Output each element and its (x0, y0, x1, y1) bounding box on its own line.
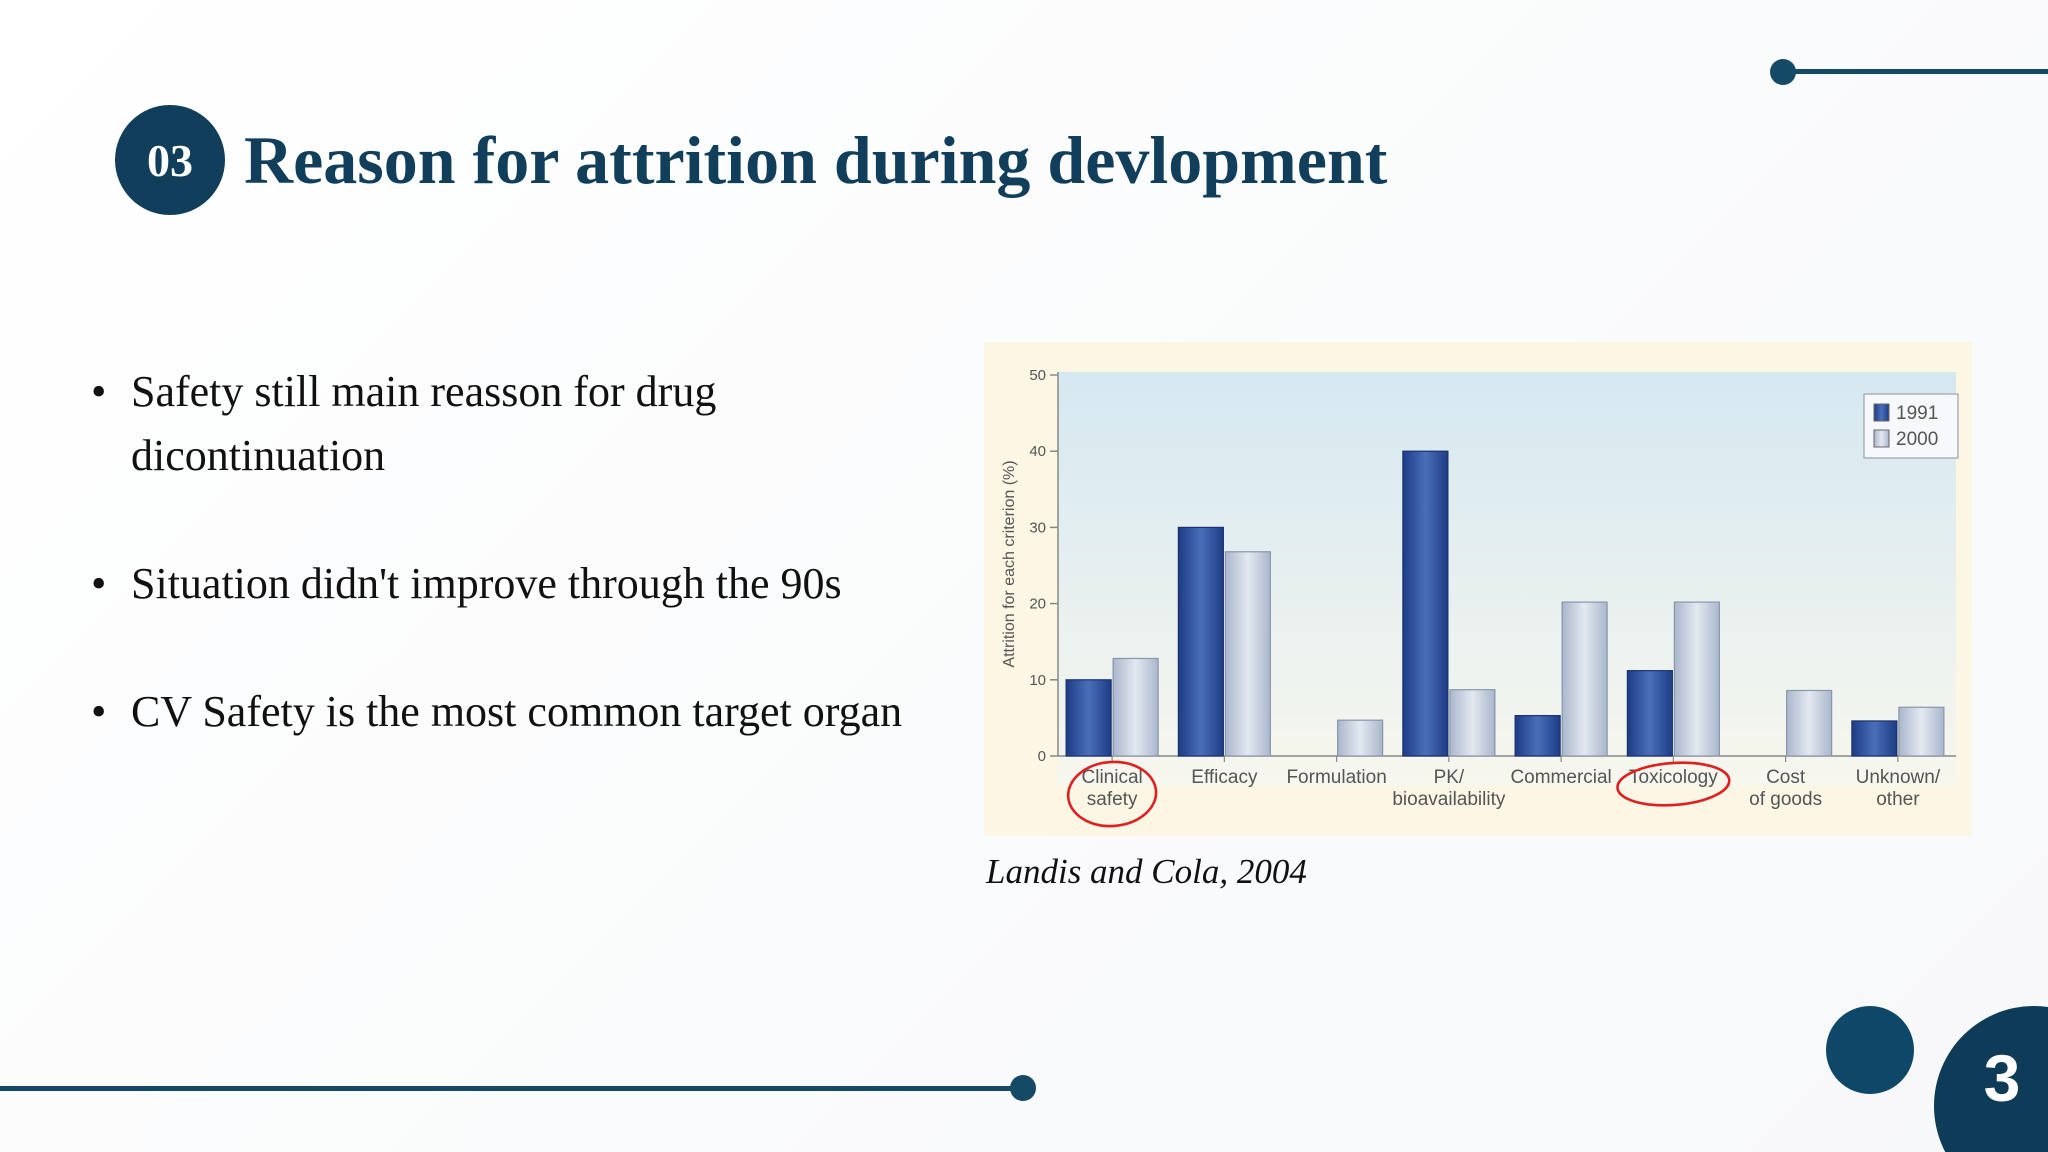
x-tick-label: Formulation (1286, 767, 1386, 788)
y-tick-label: 50 (1029, 367, 1046, 384)
y-tick-label: 30 (1029, 519, 1046, 536)
highlight-circle (1616, 761, 1731, 807)
chart-svg: 0 10 20 30 40 50 Attrition for each criterion … (1001, 367, 1959, 828)
x-tick-label: of goods (1749, 789, 1822, 810)
legend-label: 2000 (1896, 429, 1938, 450)
bar-1991 (1851, 720, 1898, 757)
bullet-item: Situation didn't improve through the 90s (88, 552, 968, 616)
section-number-badge: 03 (115, 105, 225, 215)
bar-1991 (1065, 679, 1112, 757)
x-tick-label: bioavailability (1392, 789, 1506, 810)
x-tick-label: Efficacy (1191, 767, 1258, 788)
bottom-left-accent-dot (1010, 1075, 1036, 1101)
bottom-left-accent-line (0, 1086, 1024, 1091)
bullet-list: Safety still main reasson for drug dicon… (88, 360, 968, 808)
x-tick-label: Toxicology (1629, 767, 1718, 788)
bar-2000 (1224, 551, 1271, 757)
bar-1991 (1626, 670, 1673, 757)
x-tick-label: Unknown/ (1856, 767, 1941, 788)
bar-2000 (1561, 601, 1608, 757)
bar-2000 (1449, 689, 1496, 757)
bar-2000 (1898, 706, 1945, 757)
citation: Landis and Cola, 2004 (986, 852, 1307, 891)
x-tick-label: Cost (1766, 767, 1806, 788)
attrition-bar-chart: 0 10 20 30 40 50 Attrition for each criterion … (984, 342, 1972, 836)
page-number: 3 (1983, 1041, 2021, 1115)
legend-swatch-1991 (1873, 403, 1890, 422)
x-tick-label: safety (1087, 789, 1138, 810)
bar-2000 (1112, 657, 1159, 757)
bar-1991 (1402, 450, 1449, 757)
legend-swatch-2000 (1873, 429, 1890, 448)
legend-label: 1991 (1896, 403, 1938, 424)
bar-1991 (1514, 715, 1561, 757)
page-indicator-dot (1826, 1006, 1914, 1094)
bullet-item: Safety still main reasson for drug dicon… (88, 360, 968, 488)
slide-title: Reason for attrition during devlopment (244, 122, 1388, 198)
y-tick-label: 40 (1029, 443, 1046, 460)
y-tick-label: 20 (1029, 596, 1046, 613)
highlight-circle (1066, 760, 1158, 828)
y-tick-label: 10 (1029, 672, 1046, 689)
x-tick-label: PK/ (1434, 767, 1465, 788)
x-tick-label: Clinical (1082, 767, 1143, 788)
x-tick-label: Commercial (1510, 767, 1611, 788)
bar-1991 (1177, 526, 1224, 757)
y-axis-label: Attrition for each criterion (%) (1001, 460, 1018, 667)
y-tick-label: 0 (1038, 748, 1046, 765)
top-right-accent-dot (1770, 59, 1796, 85)
top-right-accent-line (1784, 69, 2048, 74)
x-tick-label: other (1876, 789, 1920, 810)
bar-2000 (1786, 689, 1833, 757)
bar-2000 (1673, 601, 1720, 757)
bullet-item: CV Safety is the most common target orga… (88, 680, 968, 744)
bar-2000 (1337, 719, 1384, 757)
